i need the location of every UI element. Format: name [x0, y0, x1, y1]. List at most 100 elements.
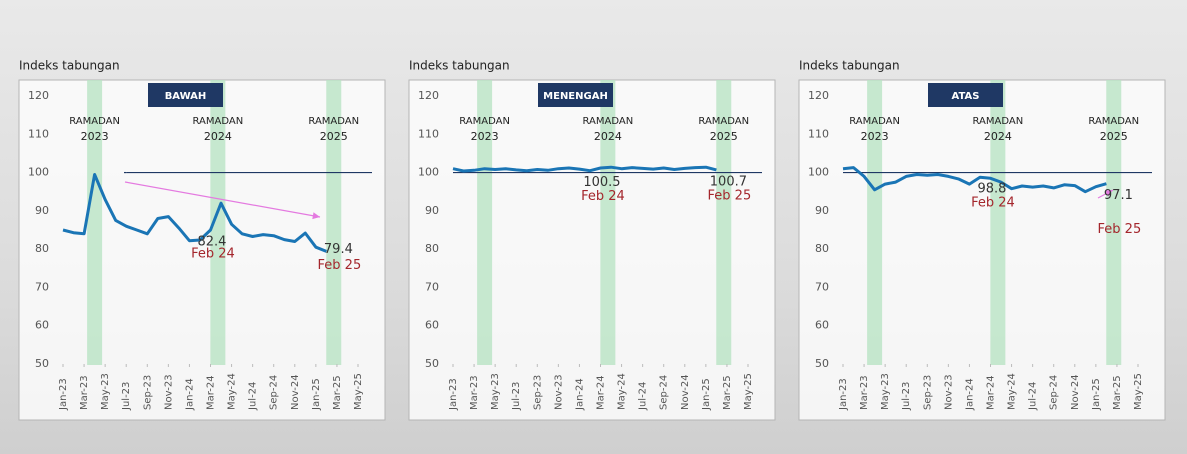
period-label: Feb 24: [581, 189, 625, 204]
ramadan-band: [210, 80, 226, 365]
ramadan-year: 2023: [861, 130, 889, 143]
y-tick-label: 50: [815, 357, 829, 370]
x-tick-label: Sep-23: [532, 375, 543, 410]
x-tick-label: May-25: [353, 373, 364, 410]
value-label: 97.1: [1104, 188, 1133, 203]
x-tick-label: May-24: [227, 373, 238, 410]
x-tick-label: Jul-23: [121, 382, 132, 411]
ramadan-year: 2024: [594, 130, 622, 143]
y-tick-label: 60: [35, 319, 49, 332]
x-tick-label: Jul-24: [1028, 382, 1039, 411]
x-tick-label: Nov-23: [553, 374, 564, 410]
x-tick-label: Jul-24: [248, 382, 259, 411]
ramadan-year: 2024: [204, 130, 232, 143]
x-tick-label: May-23: [490, 373, 501, 410]
x-tick-label: Jan-25: [1091, 378, 1102, 411]
y-tick-label: 110: [28, 127, 49, 140]
ramadan-year: 2023: [81, 130, 109, 143]
y-tick-label: 70: [425, 280, 439, 293]
value-label: 79.4: [324, 242, 353, 257]
ramadan-band: [87, 80, 103, 365]
y-tick-label: 80: [35, 242, 49, 255]
ramadan-label: RAMADAN: [308, 116, 359, 127]
period-label: Feb 24: [191, 246, 235, 261]
y-tick-label: 90: [815, 204, 829, 217]
ramadan-label: RAMADAN: [1088, 116, 1139, 127]
y-tick-label: 70: [35, 280, 49, 293]
title-box: [928, 83, 1003, 107]
x-tick-label: May-24: [617, 373, 628, 410]
x-tick-label: Jan-24: [964, 378, 975, 411]
trend-arrow-head: [1105, 190, 1113, 197]
x-tick-label: Sep-24: [269, 375, 280, 410]
ramadan-year: 2025: [710, 130, 738, 143]
y-tick-label: 80: [425, 242, 439, 255]
ramadan-band: [477, 80, 493, 365]
x-tick-label: Jan-25: [701, 378, 712, 411]
x-tick-label: Jul-23: [511, 382, 522, 411]
y-tick-label: 50: [425, 357, 439, 370]
y-tick-label: 50: [35, 357, 49, 370]
data-line: [452, 165, 717, 173]
x-tick-label: Nov-24: [290, 374, 301, 410]
ramadan-year: 2025: [320, 130, 348, 143]
chart-title: MENENGAH: [543, 91, 608, 102]
ramadan-label: RAMADAN: [583, 116, 634, 127]
ramadan-band: [326, 80, 342, 365]
x-tick-label: Jul-24: [638, 382, 649, 411]
x-tick-label: Mar-23: [469, 375, 480, 410]
chart-title: BAWAH: [165, 91, 207, 102]
x-tick-label: May-25: [1133, 373, 1144, 410]
y-tick-label: 60: [815, 319, 829, 332]
trend-arrow: [124, 181, 321, 218]
value-label: 100.7: [710, 174, 747, 189]
y-tick-label: 110: [808, 127, 829, 140]
y-tick-label: 60: [425, 319, 439, 332]
y-tick-label: 110: [418, 127, 439, 140]
ramadan-year: 2023: [471, 130, 499, 143]
x-tick-label: Mar-25: [722, 375, 733, 410]
title-box: [538, 83, 613, 107]
y-tick-label: 100: [28, 166, 49, 179]
data-line: [62, 173, 327, 253]
ramadan-label: RAMADAN: [459, 116, 510, 127]
ramadan-band: [1106, 80, 1122, 365]
y-tick-label: 90: [425, 204, 439, 217]
x-tick-label: Sep-24: [659, 375, 670, 410]
y-tick-label: 70: [815, 280, 829, 293]
panel: [408, 79, 776, 421]
ramadan-band: [867, 80, 883, 365]
value-label: 100.5: [583, 175, 620, 190]
y-axis-label: Indeks tabungan: [409, 59, 510, 73]
ramadan-band: [990, 80, 1006, 365]
x-tick-label: May-24: [1007, 373, 1018, 410]
period-label: Feb 25: [708, 188, 752, 203]
x-tick-label: Nov-24: [680, 374, 691, 410]
x-tick-label: Mar-23: [79, 375, 90, 410]
x-tick-label: Sep-23: [922, 375, 933, 410]
panel: [798, 79, 1166, 421]
period-label: Feb 25: [318, 258, 362, 273]
x-tick-label: Mar-25: [332, 375, 343, 410]
x-tick-label: Mar-24: [596, 375, 607, 410]
x-tick-label: Jan-24: [184, 378, 195, 411]
x-tick-label: Mar-24: [206, 375, 217, 410]
period-label: Feb 24: [971, 196, 1015, 211]
ramadan-year: 2024: [984, 130, 1012, 143]
title-box: [148, 83, 223, 107]
chart-title: ATAS: [952, 91, 980, 102]
ramadan-band: [716, 80, 732, 365]
x-tick-label: Jan-24: [574, 378, 585, 411]
ramadan-band: [600, 80, 616, 365]
x-tick-label: Mar-23: [859, 375, 870, 410]
x-tick-label: Mar-25: [1112, 375, 1123, 410]
x-tick-label: Sep-24: [1049, 375, 1060, 410]
ramadan-label: RAMADAN: [698, 116, 749, 127]
y-tick-label: 100: [808, 166, 829, 179]
x-tick-label: Jan-23: [838, 378, 849, 411]
x-tick-label: Nov-24: [1070, 374, 1081, 410]
x-tick-label: Sep-23: [142, 375, 153, 410]
x-tick-label: Jul-23: [901, 382, 912, 411]
y-tick-label: 120: [418, 89, 439, 102]
